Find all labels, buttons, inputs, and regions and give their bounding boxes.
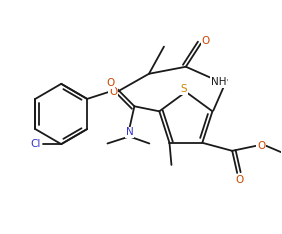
Text: O: O: [106, 78, 114, 88]
Text: O: O: [109, 87, 117, 97]
Text: O: O: [235, 175, 243, 185]
Text: O: O: [202, 36, 210, 46]
Text: NH: NH: [211, 77, 226, 87]
Text: S: S: [180, 84, 187, 94]
Text: O: O: [257, 141, 265, 151]
Text: N: N: [125, 128, 133, 137]
Text: Cl: Cl: [30, 139, 41, 149]
